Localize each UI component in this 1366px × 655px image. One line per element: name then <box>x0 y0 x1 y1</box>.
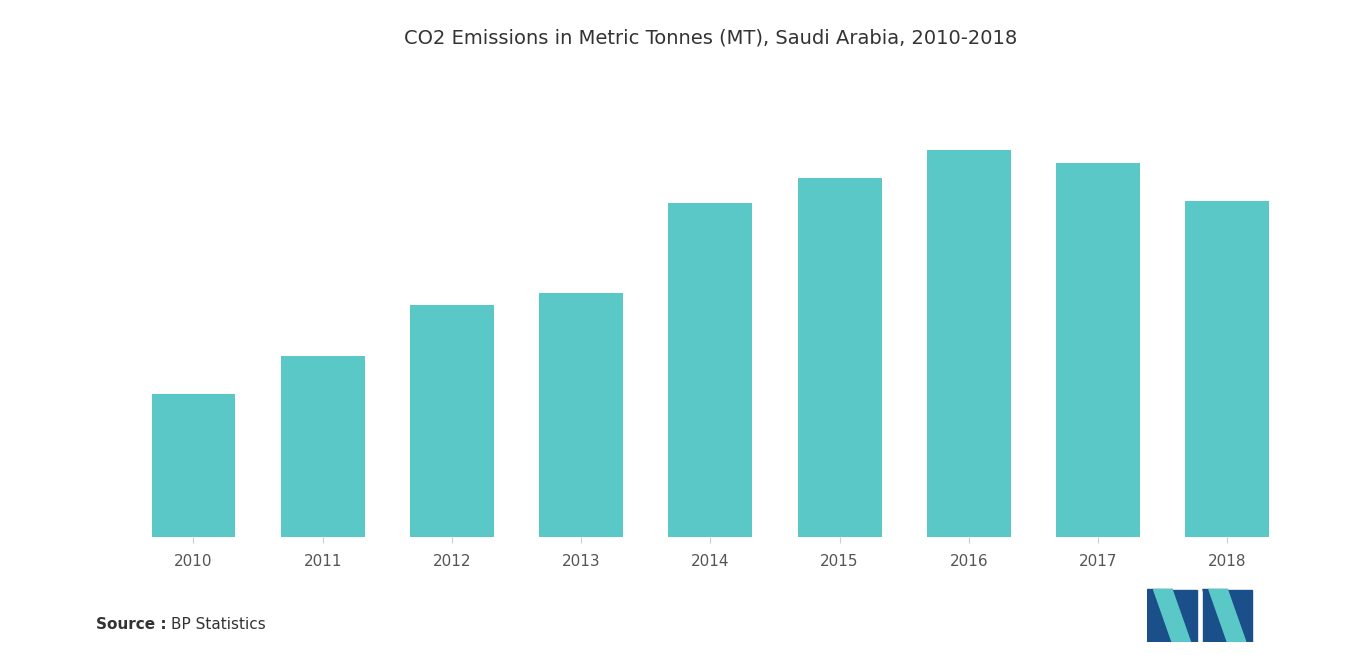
Bar <box>1056 162 1141 655</box>
Polygon shape <box>1209 590 1246 642</box>
Polygon shape <box>1227 590 1251 642</box>
Polygon shape <box>1147 590 1197 642</box>
Text: Source :: Source : <box>96 617 167 632</box>
Bar <box>798 178 881 655</box>
Polygon shape <box>1147 590 1172 642</box>
Polygon shape <box>1172 590 1197 642</box>
Title: CO2 Emissions in Metric Tonnes (MT), Saudi Arabia, 2010-2018: CO2 Emissions in Metric Tonnes (MT), Sau… <box>404 29 1016 48</box>
Polygon shape <box>1202 590 1251 642</box>
Bar <box>152 394 235 655</box>
Bar <box>410 305 494 655</box>
Bar <box>540 293 623 655</box>
Bar <box>926 150 1011 655</box>
Bar <box>1186 201 1269 655</box>
Bar <box>280 356 365 655</box>
Text: BP Statistics: BP Statistics <box>171 617 265 632</box>
Polygon shape <box>1202 590 1227 642</box>
Bar <box>668 204 753 655</box>
Polygon shape <box>1153 590 1191 642</box>
